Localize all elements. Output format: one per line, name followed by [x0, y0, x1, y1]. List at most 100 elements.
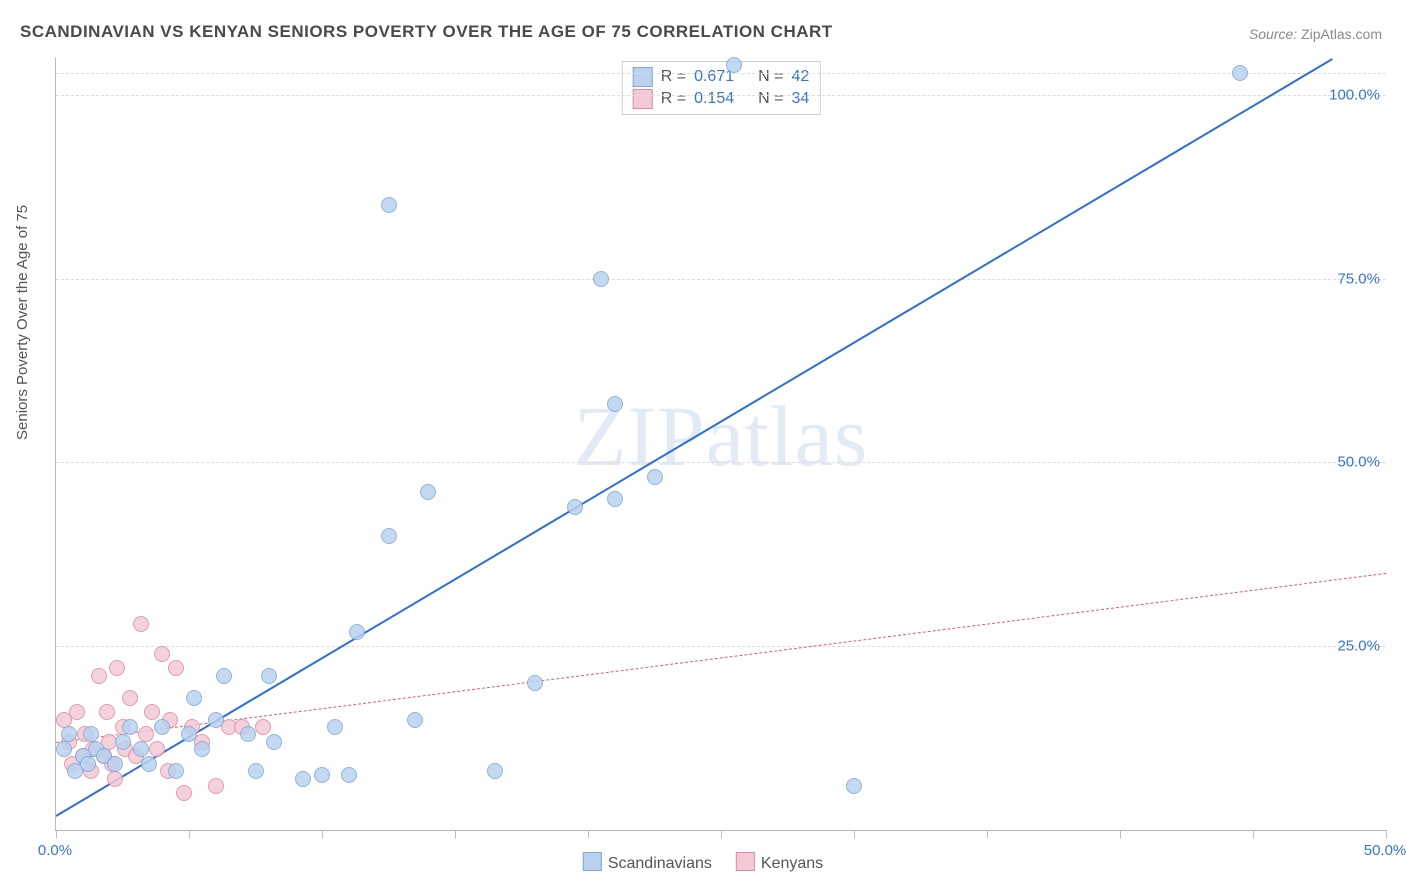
data-point	[194, 741, 210, 757]
legend-label: Kenyans	[761, 855, 823, 872]
n-label: N =	[758, 88, 783, 110]
x-tick	[854, 830, 855, 838]
data-point	[69, 704, 85, 720]
n-value: 42	[791, 66, 809, 88]
gridline	[56, 73, 1386, 74]
source-label: Source:	[1249, 26, 1297, 42]
data-point	[154, 646, 170, 662]
y-tick-label: 50.0%	[1337, 454, 1380, 471]
data-point	[381, 528, 397, 544]
data-point	[99, 704, 115, 720]
data-point	[255, 719, 271, 735]
data-point	[327, 719, 343, 735]
data-point	[154, 719, 170, 735]
data-point	[240, 726, 256, 742]
data-point	[80, 756, 96, 772]
data-point	[567, 499, 583, 515]
data-point	[107, 756, 123, 772]
y-axis-label: Seniors Poverty Over the Age of 75	[14, 205, 31, 440]
data-point	[122, 719, 138, 735]
data-point	[607, 491, 623, 507]
data-point	[261, 668, 277, 684]
legend-row: R =0.671N =42	[633, 66, 810, 88]
data-point	[61, 726, 77, 742]
data-point	[144, 704, 160, 720]
data-point	[107, 771, 123, 787]
data-point	[647, 469, 663, 485]
data-point	[407, 712, 423, 728]
data-point	[1232, 65, 1248, 81]
data-point	[83, 726, 99, 742]
data-point	[216, 668, 232, 684]
data-point	[349, 624, 365, 640]
series-legend: Scandinavians Kenyans	[583, 852, 823, 873]
data-point	[141, 756, 157, 772]
n-value: 34	[791, 88, 809, 110]
data-point	[295, 771, 311, 787]
r-label: R =	[661, 66, 686, 88]
chart-title: SCANDINAVIAN VS KENYAN SENIORS POVERTY O…	[20, 22, 833, 42]
data-point	[487, 763, 503, 779]
data-point	[420, 484, 436, 500]
data-point	[726, 57, 742, 73]
regression-line	[56, 573, 1386, 743]
gridline	[56, 646, 1386, 647]
legend-swatch	[736, 852, 755, 871]
source-attribution: Source: ZipAtlas.com	[1249, 26, 1382, 42]
data-point	[133, 741, 149, 757]
gridline	[56, 279, 1386, 280]
data-point	[527, 675, 543, 691]
scatter-plot: ZIPatlas R =0.671N =42R =0.154N =34 25.0…	[55, 58, 1386, 831]
x-tick	[1120, 830, 1121, 838]
data-point	[248, 763, 264, 779]
data-point	[381, 197, 397, 213]
data-point	[341, 767, 357, 783]
r-label: R =	[661, 88, 686, 110]
x-tick	[588, 830, 589, 838]
data-point	[168, 763, 184, 779]
x-tick	[721, 830, 722, 838]
data-point	[208, 712, 224, 728]
legend-label: Scandinavians	[608, 855, 712, 872]
gridline	[56, 462, 1386, 463]
source-value: ZipAtlas.com	[1301, 26, 1382, 42]
data-point	[208, 778, 224, 794]
data-point	[91, 668, 107, 684]
data-point	[115, 734, 131, 750]
data-point	[181, 726, 197, 742]
legend-row: R = 0.154 N = 34	[633, 88, 810, 110]
x-tick	[189, 830, 190, 838]
data-point	[593, 271, 609, 287]
data-point	[138, 726, 154, 742]
data-point	[133, 616, 149, 632]
data-point	[176, 785, 192, 801]
correlation-legend: R =0.671N =42R =0.154N =34	[622, 61, 821, 115]
x-tick	[1386, 830, 1387, 838]
x-tick	[322, 830, 323, 838]
gridline	[56, 95, 1386, 96]
data-point	[846, 778, 862, 794]
data-point	[314, 767, 330, 783]
x-tick	[455, 830, 456, 838]
data-point	[186, 690, 202, 706]
legend-swatch	[583, 852, 602, 871]
legend-swatch	[633, 67, 653, 87]
y-tick-label: 75.0%	[1337, 270, 1380, 287]
data-point	[607, 396, 623, 412]
data-point	[56, 741, 72, 757]
x-tick	[56, 830, 57, 838]
r-value: 0.154	[694, 88, 734, 110]
legend-item: Kenyans	[736, 852, 823, 873]
data-point	[266, 734, 282, 750]
n-label: N =	[758, 66, 783, 88]
y-tick-label: 100.0%	[1329, 86, 1380, 103]
legend-swatch	[633, 89, 653, 109]
x-tick-label: 0.0%	[38, 842, 72, 859]
data-point	[149, 741, 165, 757]
legend-item: Scandinavians	[583, 852, 712, 873]
data-point	[122, 690, 138, 706]
x-tick-label: 50.0%	[1364, 842, 1406, 859]
regression-line	[55, 58, 1333, 817]
x-tick	[987, 830, 988, 838]
data-point	[109, 660, 125, 676]
